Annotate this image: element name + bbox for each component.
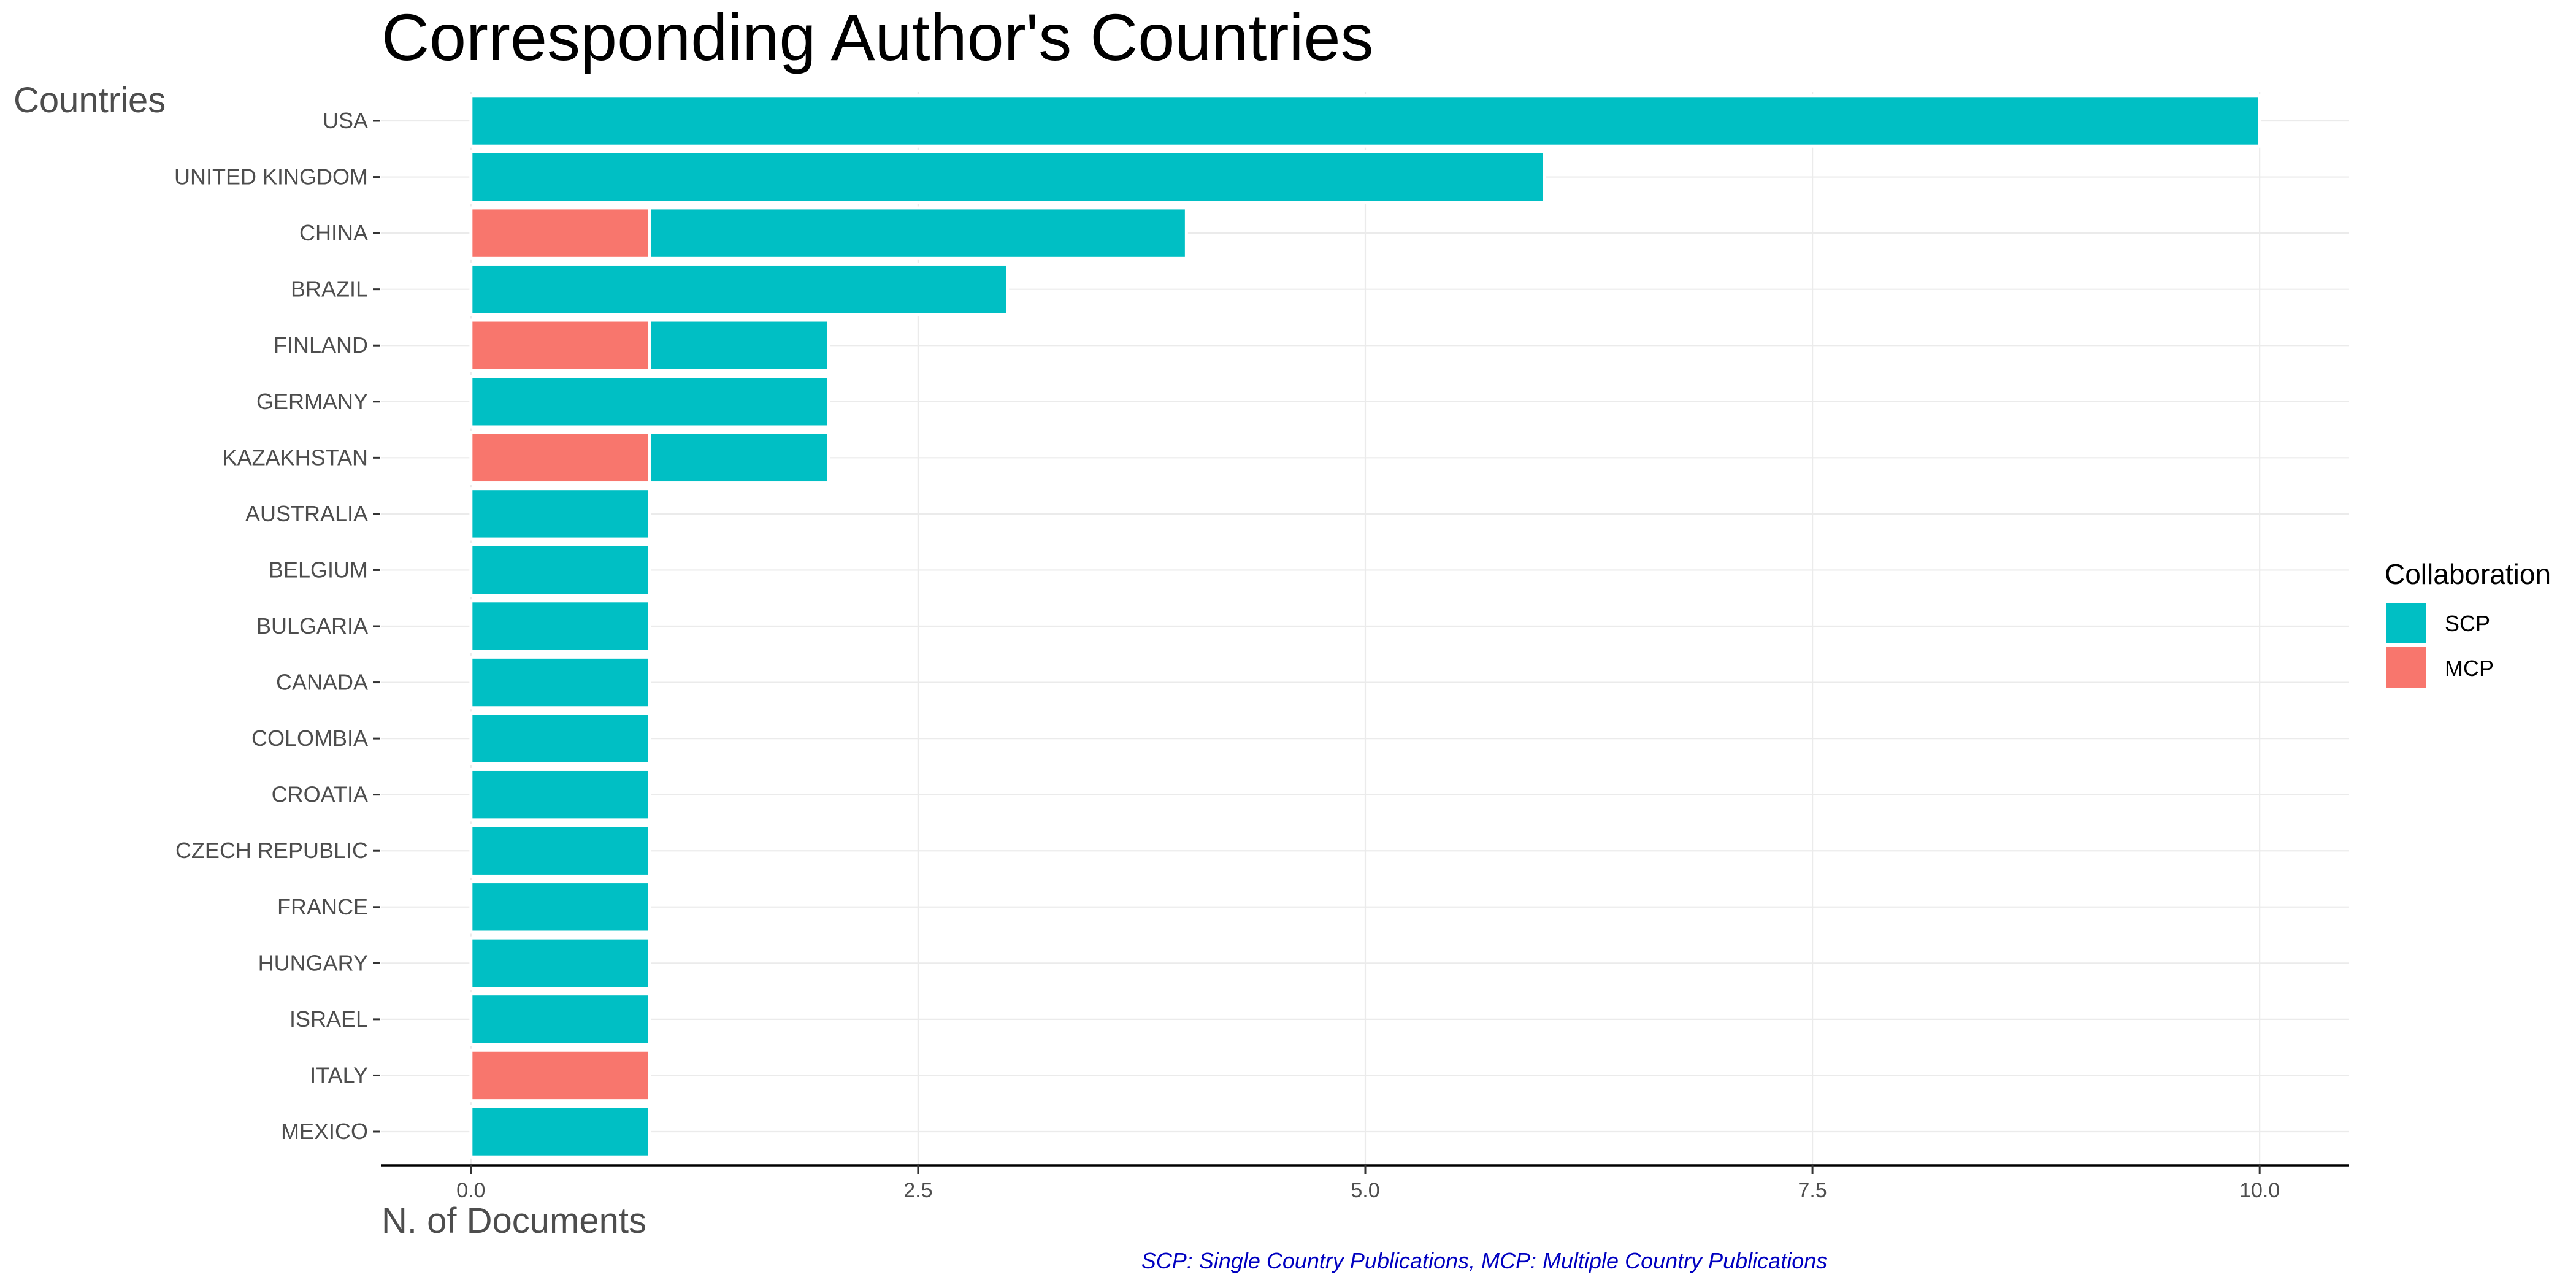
y-tick-label: CROATIA	[272, 782, 368, 807]
x-axis-label: N. of Documents	[381, 1201, 646, 1241]
y-tick-label: COLOMBIA	[251, 726, 368, 751]
bar-mcp-italy	[469, 1048, 651, 1103]
y-tick-label: KAZAKHSTAN	[223, 445, 368, 470]
bar-mcp-finland	[469, 318, 651, 372]
x-tick-label: 2.5	[903, 1179, 932, 1202]
bar-scp-united-kingdom	[469, 150, 1546, 204]
caption: SCP: Single Country Publications, MCP: M…	[1141, 1248, 1828, 1273]
chart-title: Corresponding Author's Countries	[381, 0, 1374, 74]
legend-swatch-mcp	[2386, 647, 2426, 688]
bar-mcp-china	[469, 206, 651, 260]
y-tick-label: GERMANY	[256, 389, 368, 414]
y-tick-label: HUNGARY	[258, 950, 368, 975]
legend-title: Collaboration	[2385, 558, 2551, 590]
y-tick-label: CZECH REPUBLIC	[175, 838, 368, 863]
legend-swatch-scp	[2386, 603, 2426, 643]
bar-scp-mexico	[469, 1105, 651, 1159]
bar-scp-australia	[469, 487, 651, 541]
x-tick-label: 10.0	[2239, 1179, 2280, 1202]
bars	[469, 94, 2261, 1159]
bar-scp-czech-republic	[469, 824, 651, 878]
bar-scp-kazakhstan	[648, 431, 830, 485]
y-tick-label: UNITED KINGDOM	[174, 164, 368, 190]
bar-scp-belgium	[469, 543, 651, 597]
x-tick-label: 5.0	[1351, 1179, 1379, 1202]
y-tick-label: BELGIUM	[269, 557, 368, 582]
bar-scp-germany	[469, 375, 830, 429]
bar-scp-brazil	[469, 262, 1010, 316]
y-tick-label: CANADA	[276, 670, 368, 695]
bar-scp-france	[469, 880, 651, 934]
bar-scp-finland	[648, 318, 830, 372]
legend-label-mcp: MCP	[2445, 656, 2494, 681]
bar-scp-israel	[469, 992, 651, 1046]
y-axis-label: Countries	[13, 80, 166, 120]
y-tick-label: USA	[323, 108, 368, 133]
x-tick-label: 0.0	[456, 1179, 485, 1202]
legend-label-scp: SCP	[2445, 611, 2490, 636]
bar-scp-croatia	[469, 767, 651, 822]
axes: USA UNITED KINGDOM CHINA BRAZIL FINLAND GERMA…	[174, 108, 2349, 1202]
bar-scp-china	[648, 206, 1188, 260]
bar-mcp-kazakhstan	[469, 431, 651, 485]
y-tick-label: AUSTRALIA	[245, 501, 368, 526]
legend: Collaboration SCP MCP	[2385, 558, 2551, 688]
y-tick-label: FINLAND	[274, 332, 368, 358]
bar-scp-canada	[469, 655, 651, 710]
x-tick-label: 7.5	[1798, 1179, 1827, 1202]
y-tick-label: MEXICO	[281, 1119, 368, 1144]
bar-scp-usa	[469, 94, 2261, 148]
bar-scp-hungary	[469, 936, 651, 991]
y-tick-label: BRAZIL	[291, 277, 368, 302]
bar-scp-bulgaria	[469, 599, 651, 653]
y-tick-label: CHINA	[299, 220, 368, 245]
y-tick-label: FRANCE	[277, 894, 368, 919]
y-tick-label: BULGARIA	[256, 613, 368, 638]
bar-scp-colombia	[469, 711, 651, 765]
y-tick-label: ITALY	[310, 1062, 368, 1087]
y-tick-label: ISRAEL	[289, 1006, 368, 1032]
